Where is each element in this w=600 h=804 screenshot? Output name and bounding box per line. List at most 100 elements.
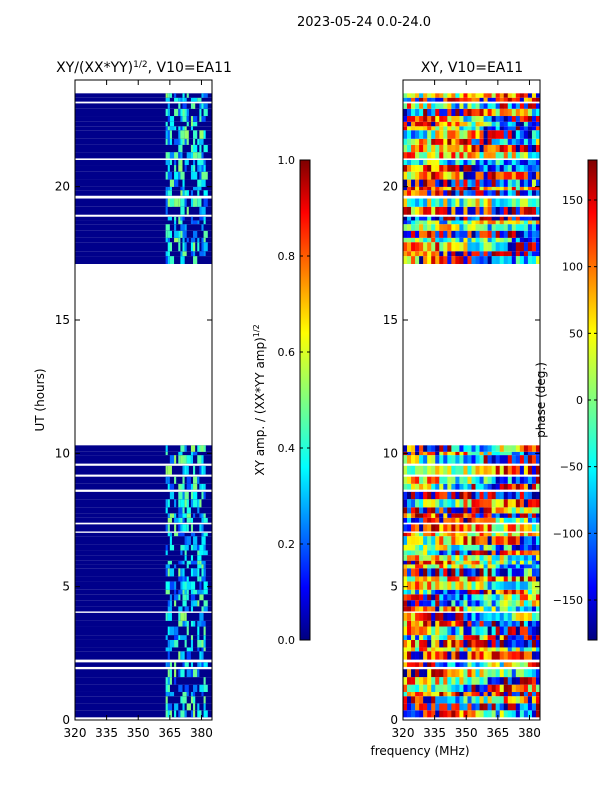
phase-cell [495, 669, 501, 678]
phase-cell [495, 455, 501, 464]
phase-cell [415, 97, 420, 102]
phase-cell [463, 93, 468, 98]
phase-cell [451, 483, 456, 490]
amplitude-cell [182, 589, 185, 595]
phase-cell [487, 97, 492, 102]
phase-cell [483, 550, 488, 556]
amplitude-cell [203, 639, 206, 648]
phase-cell [443, 564, 448, 569]
phase-cell [507, 684, 513, 692]
phase-cell [523, 589, 529, 595]
phase-cell [503, 121, 509, 127]
phase-cell [411, 445, 416, 452]
phase-cell [499, 564, 505, 569]
phase-cell [499, 126, 505, 131]
phase-cell [531, 198, 537, 207]
phase-cell [491, 216, 496, 221]
phase-cell [415, 651, 420, 660]
amplitude-cell [203, 465, 206, 475]
phase-cell [499, 144, 505, 153]
amplitude-cell [165, 256, 168, 264]
phase-cell [419, 550, 424, 556]
phase-cell [427, 491, 432, 500]
phase-cell [503, 491, 509, 500]
phase-cell [523, 499, 529, 508]
phase-cell [527, 544, 533, 551]
phase-cell [491, 237, 496, 243]
amplitude-colorbar: 0.00.20.40.60.81.0 XY amp. / (XX*YY amp)… [252, 154, 311, 647]
phase-cell [435, 576, 440, 582]
phase-cell [507, 130, 513, 139]
phase-cell [491, 635, 496, 640]
amplitude-cell [182, 126, 185, 131]
amplitude-cell [184, 639, 187, 648]
amplitude-cell [174, 455, 177, 464]
phase-cell [455, 669, 460, 678]
amplitude-cell [201, 536, 206, 545]
phase-colorbar-label: phase (deg.) [534, 362, 548, 438]
phase-cell [471, 669, 476, 678]
phase-cell [499, 513, 505, 518]
phase-cell [507, 594, 513, 601]
phase-cell [531, 455, 537, 464]
phase-cell [515, 635, 521, 640]
phase-cell [411, 555, 416, 561]
phase-cell [531, 108, 537, 117]
phase-cell [439, 186, 444, 191]
phase-cell [523, 165, 529, 172]
phase-cell [435, 517, 440, 523]
phase-cell [499, 647, 505, 652]
amplitude-row [75, 451, 212, 456]
phase-cell [431, 126, 436, 131]
phase-cell [419, 206, 424, 215]
phase-cell [439, 93, 444, 98]
phase-cell [511, 138, 517, 145]
phase-cell [463, 216, 468, 221]
phase-cell [455, 513, 460, 518]
phase-cell [451, 491, 456, 500]
amplitude-cell [174, 635, 179, 640]
phase-cell [411, 524, 416, 532]
phase-cell [415, 455, 420, 464]
amplitude-cell [174, 138, 179, 145]
phase-cell [507, 589, 513, 595]
phase-cell [439, 198, 444, 207]
phase-cell [487, 491, 492, 500]
amplitude-cell [178, 242, 181, 252]
phase-cell [431, 251, 436, 257]
phase-cell [495, 171, 501, 180]
phase-cell [487, 499, 492, 508]
phase-cell [511, 555, 517, 561]
phase-cell [423, 165, 428, 172]
phase-cell [443, 491, 448, 500]
phase-cell [475, 568, 480, 577]
phase-cell [475, 130, 480, 139]
amplitude-cell [184, 97, 187, 102]
amplitude-cell [190, 606, 194, 612]
phase-cell [467, 555, 472, 561]
phase-cell [467, 121, 472, 127]
amplitude-cell [182, 97, 185, 102]
phase-cell [515, 171, 521, 180]
phase-cell [515, 600, 521, 607]
phase-cell [403, 524, 408, 532]
phase-cell [515, 165, 521, 172]
phase-cell [459, 103, 464, 109]
phase-cell [495, 198, 501, 207]
phase-cell [523, 564, 529, 569]
phase-cell [447, 524, 452, 532]
phase-cell [403, 190, 408, 196]
phase-cell [523, 465, 529, 475]
amplitude-row [75, 550, 212, 556]
phase-cell [531, 589, 537, 595]
amplitude-cell [169, 639, 175, 648]
phase-cell [423, 576, 428, 582]
phase-cell [451, 507, 456, 514]
amplitude-cell [197, 576, 200, 582]
amplitude-cell [182, 476, 185, 484]
phase-cell [471, 568, 476, 577]
phase-cell [487, 691, 492, 697]
phase-cell [479, 555, 484, 561]
phase-cell [411, 121, 416, 127]
phase-cell [475, 483, 480, 490]
